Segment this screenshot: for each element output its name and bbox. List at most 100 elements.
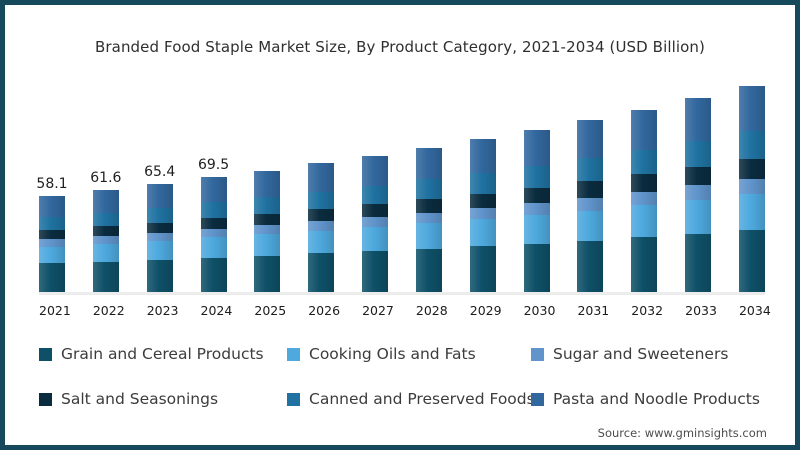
x-axis-label: 2034	[738, 303, 771, 318]
bar-column	[362, 152, 389, 293]
bar-segment	[415, 212, 442, 224]
bar-segment	[415, 223, 442, 249]
bar-segment	[469, 246, 496, 292]
bar-segment	[685, 233, 712, 292]
bar-segment	[523, 215, 550, 244]
bar-stack	[146, 184, 173, 292]
bar-column: 65.4	[144, 164, 175, 292]
x-axis-label: 2032	[631, 303, 664, 318]
bar-segment	[254, 255, 281, 292]
bar-stack	[254, 170, 281, 293]
bar-stack	[415, 147, 442, 293]
bar-segment	[577, 210, 604, 241]
bar-segment	[200, 217, 227, 229]
x-axis-label: 2030	[523, 303, 556, 318]
legend-swatch	[39, 392, 52, 406]
x-axis-line	[39, 292, 765, 295]
bar-stack	[308, 163, 335, 292]
x-axis-label: 2028	[415, 303, 448, 318]
legend-label: Grain and Cereal Products	[61, 345, 264, 363]
bar-stack	[362, 155, 389, 293]
legend-item: Cooking Oils and Fats	[287, 345, 531, 363]
bar-segment	[523, 130, 550, 166]
x-axis-label: 2022	[92, 303, 125, 318]
bar-column	[254, 167, 281, 293]
legend-swatch	[531, 392, 544, 406]
legend-swatch	[287, 347, 300, 361]
source-attribution: Source: www.gminsights.com	[597, 426, 767, 440]
bar-segment	[738, 85, 765, 132]
x-axis-label: 2031	[577, 303, 610, 318]
bar-segment	[362, 227, 389, 252]
legend-item: Canned and Preserved Foods	[287, 390, 535, 408]
bar-segment	[39, 217, 65, 231]
bar-segment	[577, 181, 604, 198]
bar-segment	[415, 147, 442, 180]
legend-swatch	[39, 347, 52, 361]
bar-segment	[146, 232, 173, 241]
bar-segment	[469, 219, 496, 247]
bar-segment	[146, 222, 173, 233]
bar-segment	[738, 158, 765, 179]
bar-segment	[631, 109, 658, 150]
bar-segment	[39, 246, 65, 264]
bar-column	[577, 116, 604, 292]
bar-column: 58.1	[36, 176, 68, 292]
bar-segment	[254, 234, 281, 256]
bar-segment	[469, 208, 496, 220]
bar-segment	[308, 163, 335, 192]
legend-item: Salt and Seasonings	[39, 390, 287, 408]
bar-segment	[362, 217, 389, 228]
bar-column	[523, 126, 550, 292]
bar-segment	[39, 230, 65, 240]
legend-label: Pasta and Noodle Products	[553, 390, 760, 408]
legend-item: Sugar and Sweeteners	[531, 345, 760, 363]
bar-segment	[308, 253, 335, 292]
bar-segment	[631, 191, 658, 206]
bar-segment	[254, 225, 281, 235]
bar-column	[308, 159, 335, 292]
bar-value-label: 58.1	[36, 176, 68, 193]
bar-segment	[362, 155, 389, 186]
bar-column	[631, 106, 658, 293]
plot-area: 58.1 61.6 65.4 69.5	[36, 80, 765, 293]
bar-segment	[92, 243, 119, 262]
bar-column	[738, 82, 765, 293]
bar-stack	[631, 109, 658, 293]
bar-segment	[308, 221, 335, 231]
bar-segment	[146, 184, 173, 209]
bar-segment	[738, 194, 765, 231]
x-axis-label: 2027	[362, 303, 394, 318]
bar-segment	[200, 228, 227, 238]
bar-segment	[523, 165, 550, 188]
bar-segment	[685, 140, 712, 167]
bar-column	[685, 94, 712, 292]
bar-segment	[738, 131, 765, 159]
bar-segment	[39, 263, 65, 292]
bar-value-label: 61.6	[90, 170, 122, 187]
bar-segment	[631, 174, 658, 192]
legend: Grain and Cereal Products Cooking Oils an…	[39, 345, 760, 408]
bar-stack	[469, 139, 496, 292]
bar-segment	[308, 191, 335, 209]
bar-segment	[685, 199, 712, 234]
bar-segment	[362, 185, 389, 205]
bar-segment	[738, 178, 765, 195]
chart-title: Branded Food Staple Market Size, By Prod…	[95, 38, 705, 56]
bar-segment	[469, 139, 496, 173]
bar-segment	[92, 212, 119, 227]
x-axis-label: 2023	[146, 303, 179, 318]
bar-segment	[523, 202, 550, 216]
bar-stack	[92, 190, 119, 292]
bar-segment	[92, 261, 119, 292]
bar-segment	[254, 213, 281, 226]
bar-segment	[254, 170, 281, 198]
x-axis-label: 2024	[200, 303, 233, 318]
bar-segment	[362, 251, 389, 292]
bar-segment	[362, 204, 389, 218]
bar-segment	[308, 230, 335, 254]
bar-segment	[523, 243, 550, 292]
bar-segment	[685, 185, 712, 200]
bar-segment	[685, 98, 712, 141]
